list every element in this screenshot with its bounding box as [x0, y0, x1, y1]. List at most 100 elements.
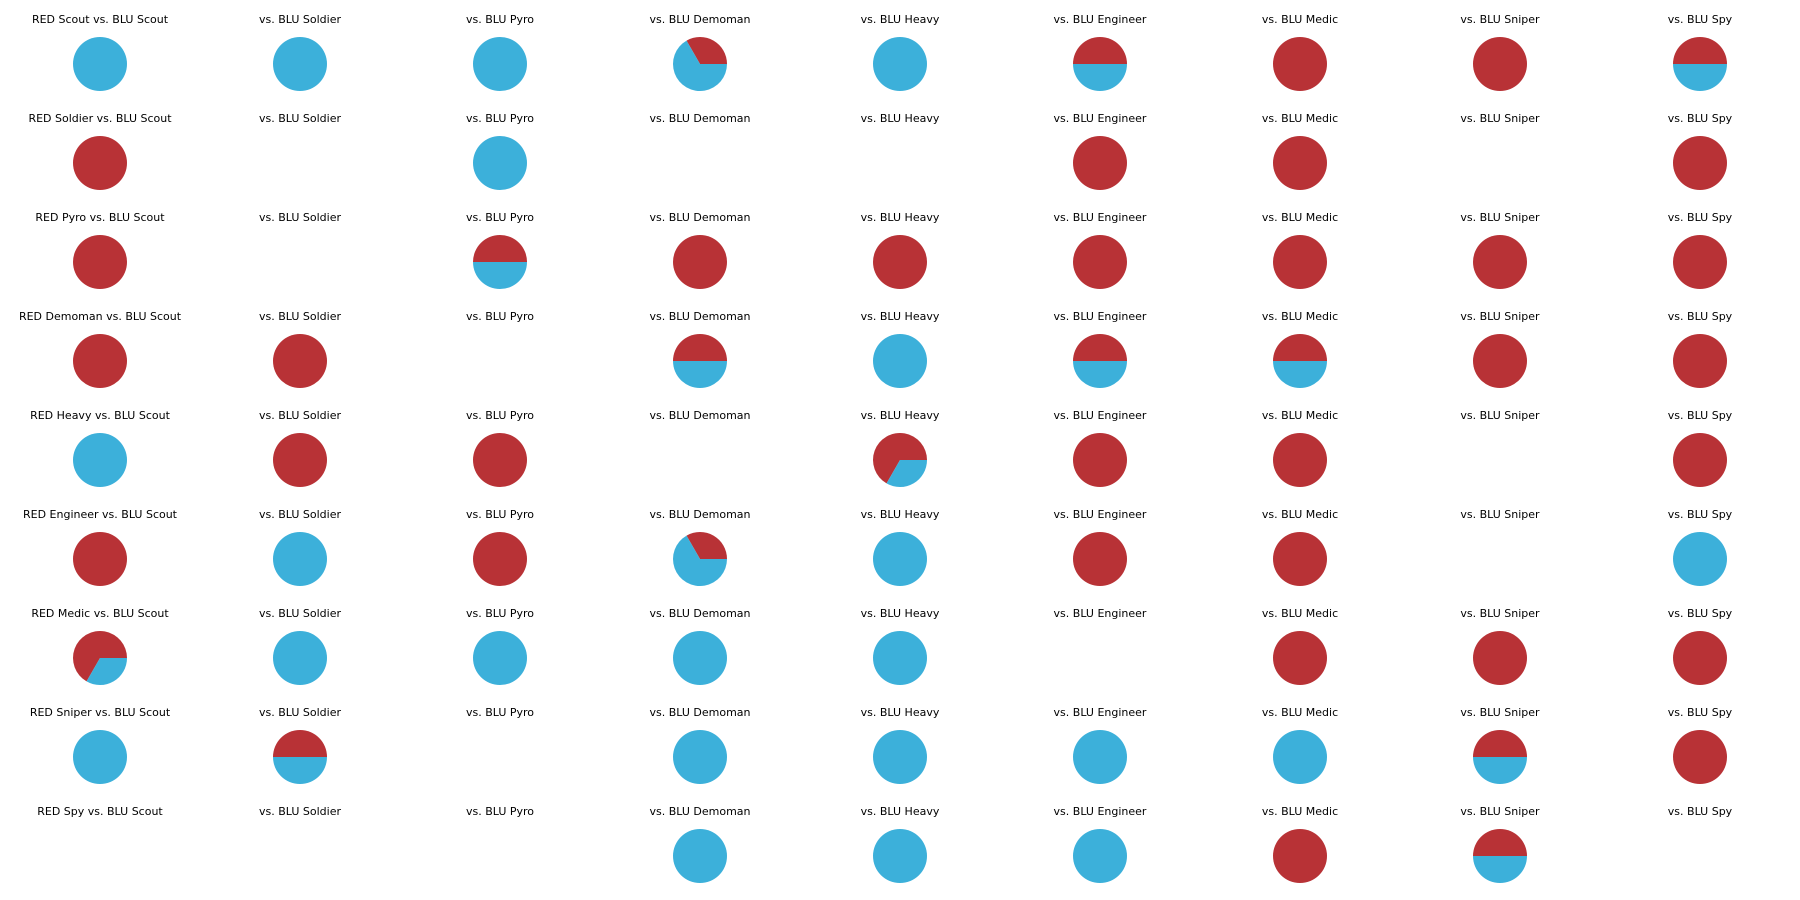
- pie-slice-blu: [273, 757, 327, 784]
- pie-red-soldier-vs-blu-heavy-cell: vs. BLU Heavy: [800, 99, 1000, 198]
- pie-title: vs. BLU Spy: [1667, 607, 1733, 620]
- pie-red-heavy-vs-blu-engineer-cell: vs. BLU Engineer: [1000, 396, 1200, 495]
- pie-slice-blu: [673, 40, 727, 92]
- pie-title: vs. BLU Heavy: [860, 805, 940, 818]
- pie-slice-red: [1673, 730, 1727, 784]
- pie-slice-blu: [873, 532, 927, 586]
- pie-red-spy-vs-blu-heavy: [873, 829, 927, 883]
- pie-slice-red: [473, 235, 527, 262]
- pie-red-sniper-vs-blu-demoman: [673, 730, 727, 784]
- pie-slice-red: [1273, 532, 1327, 586]
- pie-red-pyro-vs-blu-demoman: [673, 235, 727, 289]
- pie-red-soldier-vs-blu-engineer: [1073, 136, 1127, 190]
- pie-title: vs. BLU Engineer: [1053, 607, 1147, 620]
- pie-red-heavy-vs-blu-pyro-cell: vs. BLU Pyro: [400, 396, 600, 495]
- pie-slice-blu: [1273, 730, 1327, 784]
- pie-red-scout-vs-blu-medic: [1273, 37, 1327, 91]
- pie-red-sniper-vs-blu-engineer-cell: vs. BLU Engineer: [1000, 693, 1200, 792]
- pie-slice-red: [1073, 532, 1127, 586]
- pie-red-scout-vs-blu-pyro: [473, 37, 527, 91]
- pie-red-pyro-vs-blu-demoman-cell: vs. BLU Demoman: [600, 198, 800, 297]
- pie-slice-red: [873, 432, 927, 484]
- pie-red-engineer-vs-blu-heavy: [873, 532, 927, 586]
- pie-title: vs. BLU Engineer: [1053, 112, 1147, 125]
- pie-title: vs. BLU Pyro: [465, 310, 535, 323]
- pie-slice-red: [1473, 334, 1527, 388]
- pie-red-soldier-vs-blu-pyro: [473, 136, 527, 190]
- pie-slice-blu: [73, 730, 127, 784]
- pie-red-heavy-vs-blu-scout-cell: RED Heavy vs. BLU Scout: [0, 396, 200, 495]
- pie-red-demoman-vs-blu-demoman: [673, 334, 727, 388]
- pie-title: vs. BLU Medic: [1261, 112, 1339, 125]
- pie-red-heavy-vs-blu-demoman-cell: vs. BLU Demoman: [600, 396, 800, 495]
- pie-red-scout-vs-blu-spy-cell: vs. BLU Spy: [1600, 0, 1800, 99]
- pie-red-soldier-vs-blu-scout: [73, 136, 127, 190]
- pie-red-pyro-vs-blu-medic-cell: vs. BLU Medic: [1200, 198, 1400, 297]
- pie-slice-blu: [273, 532, 327, 586]
- pie-title: vs. BLU Demoman: [649, 607, 751, 620]
- pie-title: vs. BLU Medic: [1261, 211, 1339, 224]
- pie-title: vs. BLU Demoman: [649, 508, 751, 521]
- pie-red-spy-vs-blu-sniper: [1473, 829, 1527, 883]
- pie-slice-blu: [1673, 64, 1727, 91]
- pie-slice-red: [1073, 433, 1127, 487]
- pie-slice-red: [1273, 433, 1327, 487]
- pie-red-engineer-vs-blu-pyro-cell: vs. BLU Pyro: [400, 495, 600, 594]
- pie-red-pyro-vs-blu-sniper: [1473, 235, 1527, 289]
- pie-title: vs. BLU Spy: [1667, 211, 1733, 224]
- pie-slice-red: [1073, 334, 1127, 361]
- pie-red-demoman-vs-blu-demoman-cell: vs. BLU Demoman: [600, 297, 800, 396]
- pie-title: RED Scout vs. BLU Scout: [31, 13, 169, 26]
- pie-red-sniper-vs-blu-soldier: [273, 730, 327, 784]
- pie-red-heavy-vs-blu-spy: [1673, 433, 1727, 487]
- pie-red-pyro-vs-blu-soldier-cell: vs. BLU Soldier: [200, 198, 400, 297]
- pie-title: vs. BLU Soldier: [258, 706, 341, 719]
- pie-red-soldier-vs-blu-medic-cell: vs. BLU Medic: [1200, 99, 1400, 198]
- pie-red-heavy-vs-blu-soldier-cell: vs. BLU Soldier: [200, 396, 400, 495]
- pie-slice-red: [1673, 334, 1727, 388]
- pie-title: RED Sniper vs. BLU Scout: [29, 706, 171, 719]
- pie-slice-red: [673, 235, 727, 289]
- pie-red-medic-vs-blu-spy: [1673, 631, 1727, 685]
- pie-red-sniper-vs-blu-heavy-cell: vs. BLU Heavy: [800, 693, 1000, 792]
- pie-red-spy-vs-blu-soldier-cell: vs. BLU Soldier: [200, 792, 400, 891]
- pie-red-engineer-vs-blu-sniper-cell: vs. BLU Sniper: [1400, 495, 1600, 594]
- pie-red-engineer-vs-blu-pyro: [473, 532, 527, 586]
- pie-red-heavy-vs-blu-medic: [1273, 433, 1327, 487]
- pie-title: vs. BLU Demoman: [649, 13, 751, 26]
- pie-slice-blu: [473, 37, 527, 91]
- pie-red-pyro-vs-blu-pyro-cell: vs. BLU Pyro: [400, 198, 600, 297]
- pie-slice-blu: [1473, 856, 1527, 883]
- pie-red-soldier-vs-blu-scout-cell: RED Soldier vs. BLU Scout: [0, 99, 200, 198]
- pie-red-engineer-vs-blu-spy-cell: vs. BLU Spy: [1600, 495, 1800, 594]
- pie-title: vs. BLU Spy: [1667, 13, 1733, 26]
- pie-title: vs. BLU Demoman: [649, 805, 751, 818]
- pie-red-soldier-vs-blu-spy: [1673, 136, 1727, 190]
- pie-red-medic-vs-blu-pyro: [473, 631, 527, 685]
- pie-title: vs. BLU Heavy: [860, 112, 940, 125]
- pie-red-demoman-vs-blu-engineer: [1073, 334, 1127, 388]
- pie-red-soldier-vs-blu-soldier-cell: vs. BLU Soldier: [200, 99, 400, 198]
- pie-title: vs. BLU Engineer: [1053, 706, 1147, 719]
- pie-red-pyro-vs-blu-sniper-cell: vs. BLU Sniper: [1400, 198, 1600, 297]
- pie-title: vs. BLU Spy: [1667, 310, 1733, 323]
- pie-slice-blu: [86, 658, 127, 685]
- pie-slice-blu: [873, 829, 927, 883]
- pie-red-engineer-vs-blu-engineer-cell: vs. BLU Engineer: [1000, 495, 1200, 594]
- pie-slice-red: [73, 630, 127, 682]
- pie-title: vs. BLU Medic: [1261, 409, 1339, 422]
- pie-title: vs. BLU Sniper: [1460, 706, 1540, 719]
- pie-red-scout-vs-blu-spy: [1673, 37, 1727, 91]
- pie-title: vs. BLU Sniper: [1460, 805, 1540, 818]
- pie-red-spy-vs-blu-pyro-cell: vs. BLU Pyro: [400, 792, 600, 891]
- pie-red-heavy-vs-blu-medic-cell: vs. BLU Medic: [1200, 396, 1400, 495]
- pie-red-engineer-vs-blu-heavy-cell: vs. BLU Heavy: [800, 495, 1000, 594]
- pie-red-sniper-vs-blu-scout: [73, 730, 127, 784]
- pie-title: vs. BLU Pyro: [465, 211, 535, 224]
- pie-slice-blu: [673, 730, 727, 784]
- pie-title: vs. BLU Heavy: [860, 706, 940, 719]
- pie-red-engineer-vs-blu-demoman-cell: vs. BLU Demoman: [600, 495, 800, 594]
- pie-red-scout-vs-blu-scout-cell: RED Scout vs. BLU Scout: [0, 0, 200, 99]
- pie-title: vs. BLU Heavy: [860, 211, 940, 224]
